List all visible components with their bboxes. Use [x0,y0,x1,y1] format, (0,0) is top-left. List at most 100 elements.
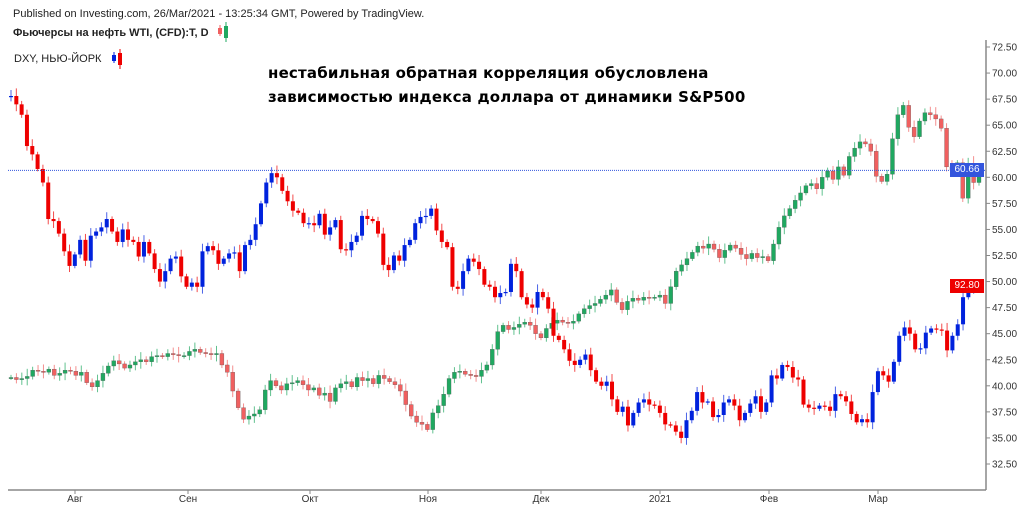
candle-body [822,405,827,407]
dxy-candle [9,90,13,102]
candle-body [414,415,419,423]
candle-body [544,328,549,339]
oil-candle [836,160,841,186]
candle-body [583,354,588,360]
candle-body [555,319,560,324]
oil-candle [895,107,901,146]
oil-candle [225,359,230,377]
oil-candle [663,289,668,309]
candle-body [847,156,852,176]
oil-candle [841,164,846,178]
candle-body [252,413,257,417]
candle-body [897,335,902,362]
dxy-candle [35,151,40,172]
oil-candle [933,107,938,126]
oil-candle [436,399,441,419]
oil-candle [138,352,143,369]
candle-body [721,402,726,416]
candle-body [706,243,711,249]
y-tick-label: 65.00 [992,121,1017,132]
y-tick-label: 60.00 [992,173,1017,184]
oil-candle [598,295,603,307]
candle-body [317,213,322,226]
candle-body [944,128,949,168]
oil-candle [506,321,511,334]
candle-body [901,105,906,115]
candle-body [99,227,104,232]
oil-candle [722,243,727,264]
candle-body [922,112,928,122]
candle-body [160,355,165,357]
candle-body [881,371,886,376]
oil-candle [160,352,165,359]
oil-candle [576,311,581,324]
oil-candle [830,165,836,184]
candle-body [248,239,253,246]
dxy-candle [205,242,210,255]
candle-body [300,380,306,385]
candle-body [758,396,763,412]
candle-body [360,215,365,236]
dxy-candle [780,362,785,381]
dxy-candle [897,331,902,366]
dxy-candle [838,390,843,400]
candle-body [165,353,170,357]
oil-candle [803,183,809,196]
candle-body [41,371,46,373]
oil-candle [500,322,506,334]
legend-candle-icon [218,28,222,34]
candle-body [30,370,35,377]
candle-body [386,264,391,271]
y-tick-label: 40.00 [992,381,1017,392]
candle-body [79,372,84,376]
dxy-candle [833,386,838,418]
dxy-candle [179,249,184,283]
legend-candle-icon [118,53,122,65]
candle-body [572,360,577,365]
y-tick-label: 70.00 [992,69,1017,80]
candle-body [511,327,517,330]
candle-body [192,349,198,352]
dxy-candle [386,257,391,277]
annotation-line-2: зависимостью индекса доллара от динамики… [268,88,746,106]
candle-body [344,381,349,384]
candle-body [273,380,279,386]
candle-body [594,370,599,382]
candle-body [446,378,452,395]
candle-body [610,381,615,400]
annotation-line-1: нестабильная обратная корреляция обуслов… [268,64,709,82]
oil-candle [176,346,181,363]
candle-body [176,354,181,356]
candle-body [413,223,418,240]
dxy-candle [578,356,583,369]
candle-body [857,141,863,149]
dxy-candle [157,263,162,287]
oil-candle [117,354,122,371]
dxy-candle [955,319,960,341]
candle-body [812,407,817,409]
candle-body [755,253,760,258]
candle-body [106,365,111,374]
legend-candle-icon [224,26,228,38]
candle-body [237,252,242,272]
oil-candle [376,370,381,389]
dxy-candle [524,292,529,309]
candle-body [168,258,173,272]
candle-body [744,254,749,259]
candle-body [296,210,301,213]
candle-body [641,399,646,403]
dxy-candle [94,228,99,239]
oil-candle [192,342,198,358]
dxy-candle [732,394,737,411]
candle-body [230,372,235,392]
oil-candle [522,318,527,328]
oil-candle [538,331,544,341]
candle-body [928,112,933,115]
candle-body [760,256,765,258]
candle-body [870,392,875,423]
candle-body [24,114,29,147]
dxy-candle [679,425,684,444]
candle-body [852,147,857,157]
oil-candle [214,345,219,362]
